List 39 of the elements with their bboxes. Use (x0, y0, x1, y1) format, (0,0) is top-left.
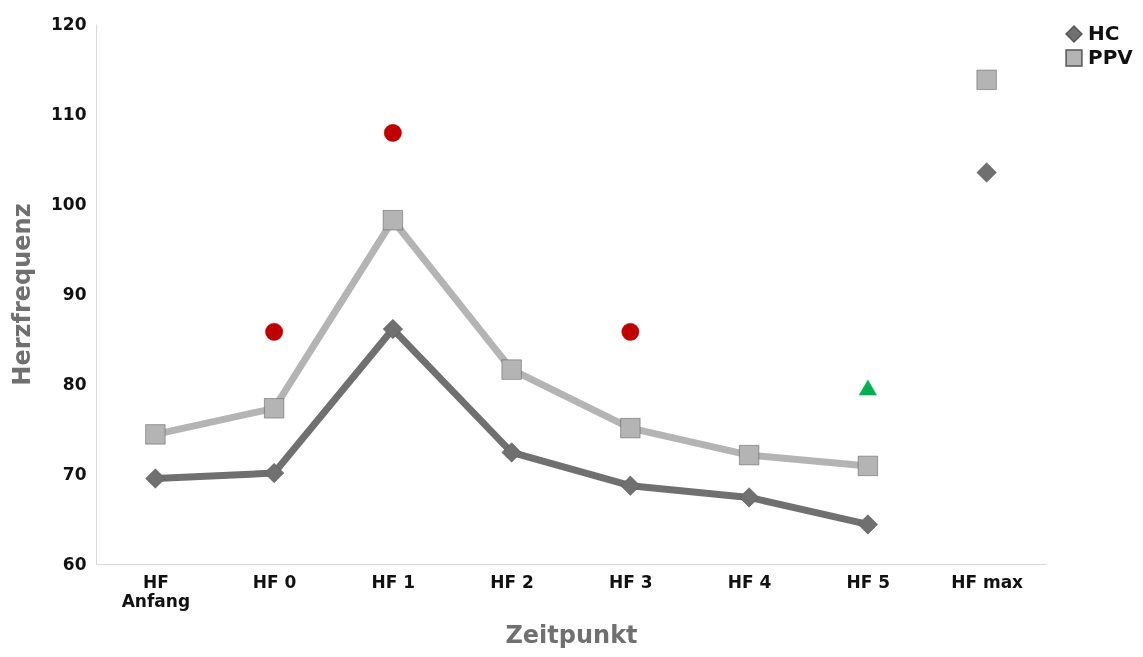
y-tick-label: 70 (62, 463, 87, 484)
y-tick-label: 60 (62, 553, 87, 574)
y-tick-label: 80 (62, 373, 87, 394)
legend-label: PPV (1088, 45, 1134, 69)
x-tick-label: HF 5 (846, 571, 891, 592)
legend-label: HC (1088, 21, 1120, 45)
point (264, 463, 285, 484)
point (264, 398, 285, 419)
point (382, 319, 403, 340)
x-tick-label: HF 1 (371, 571, 416, 592)
y-tick-label: 90 (62, 283, 87, 304)
y-tick-label: 100 (51, 193, 87, 214)
point (501, 359, 522, 380)
x-tick-label: HF 0 (252, 571, 297, 592)
point (145, 424, 166, 445)
point (145, 468, 166, 489)
point (265, 322, 284, 341)
point (739, 487, 760, 508)
x-tick-label: HF max (951, 571, 1024, 592)
point (976, 69, 997, 90)
x-axis-title: Zeitpunkt (505, 620, 638, 649)
x-tick-label: HF Anfang (121, 571, 191, 611)
point (976, 162, 997, 183)
point (739, 445, 760, 466)
point (620, 475, 641, 496)
y-tick-label: 110 (51, 103, 87, 124)
point (857, 455, 878, 476)
point (383, 124, 402, 142)
point (501, 442, 522, 463)
point (620, 418, 641, 439)
point (621, 322, 640, 341)
point (858, 379, 877, 396)
y-axis-title: Herzfrequenz (8, 203, 37, 386)
y-tick-label: 120 (51, 13, 87, 34)
point (382, 210, 403, 231)
point (857, 514, 878, 535)
x-tick-label: HF 4 (727, 571, 772, 592)
x-tick-label: HF 3 (609, 571, 653, 592)
x-tick-label: HF 2 (490, 571, 534, 592)
